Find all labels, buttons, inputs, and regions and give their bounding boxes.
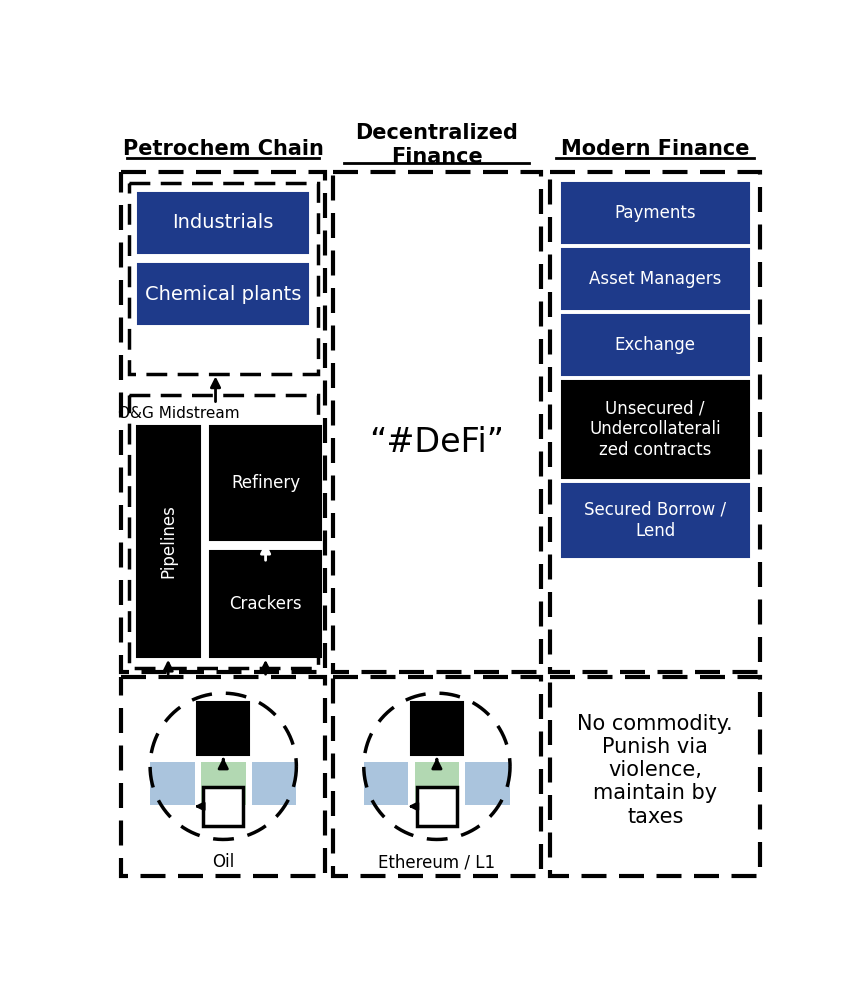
Bar bbox=[129, 395, 317, 667]
Bar bbox=[210, 426, 322, 540]
Text: Petrochem Chain: Petrochem Chain bbox=[123, 138, 323, 158]
Bar bbox=[210, 551, 322, 657]
Bar bbox=[121, 172, 325, 672]
Text: Unsecured /
Undercollaterali
zed contracts: Unsecured / Undercollaterali zed contrac… bbox=[589, 399, 721, 459]
Text: O&G Midstream: O&G Midstream bbox=[118, 406, 240, 421]
Bar bbox=[550, 677, 760, 875]
Bar bbox=[415, 763, 459, 805]
Bar bbox=[562, 381, 749, 477]
Text: Ethereum / L1: Ethereum / L1 bbox=[378, 854, 495, 872]
Bar bbox=[138, 192, 308, 253]
Text: Exchange: Exchange bbox=[615, 336, 696, 355]
Bar bbox=[197, 702, 249, 755]
Text: Payments: Payments bbox=[614, 204, 696, 222]
Bar bbox=[129, 182, 317, 374]
Bar bbox=[333, 172, 541, 672]
Text: Secured Borrow /
Lend: Secured Borrow / Lend bbox=[584, 501, 726, 540]
Text: “#DeFi”: “#DeFi” bbox=[370, 426, 505, 459]
Bar bbox=[252, 763, 297, 805]
Bar bbox=[121, 677, 325, 875]
Text: Crackers: Crackers bbox=[230, 595, 302, 613]
Text: Refinery: Refinery bbox=[231, 474, 300, 492]
Bar bbox=[562, 315, 749, 375]
Bar bbox=[465, 763, 510, 805]
Text: Modern Finance: Modern Finance bbox=[561, 138, 749, 158]
Bar bbox=[562, 182, 749, 243]
Text: Industrials: Industrials bbox=[173, 213, 274, 232]
Bar bbox=[138, 264, 308, 325]
Bar bbox=[550, 172, 760, 672]
Text: Decentralized
Finance: Decentralized Finance bbox=[355, 123, 519, 167]
Bar bbox=[364, 763, 408, 805]
Text: Asset Managers: Asset Managers bbox=[589, 270, 722, 288]
Bar bbox=[333, 677, 541, 875]
Bar bbox=[411, 702, 463, 755]
Bar bbox=[203, 787, 243, 826]
Bar bbox=[137, 426, 200, 657]
Text: Oil: Oil bbox=[212, 854, 234, 872]
Text: Chemical plants: Chemical plants bbox=[145, 285, 301, 304]
Bar bbox=[562, 249, 749, 309]
Bar bbox=[562, 484, 749, 557]
Bar bbox=[201, 763, 246, 805]
Bar bbox=[417, 787, 457, 826]
Text: No commodity.
Punish via
violence,
maintain by
taxes: No commodity. Punish via violence, maint… bbox=[577, 714, 733, 827]
Text: Pipelines: Pipelines bbox=[159, 505, 177, 579]
Bar bbox=[150, 763, 194, 805]
